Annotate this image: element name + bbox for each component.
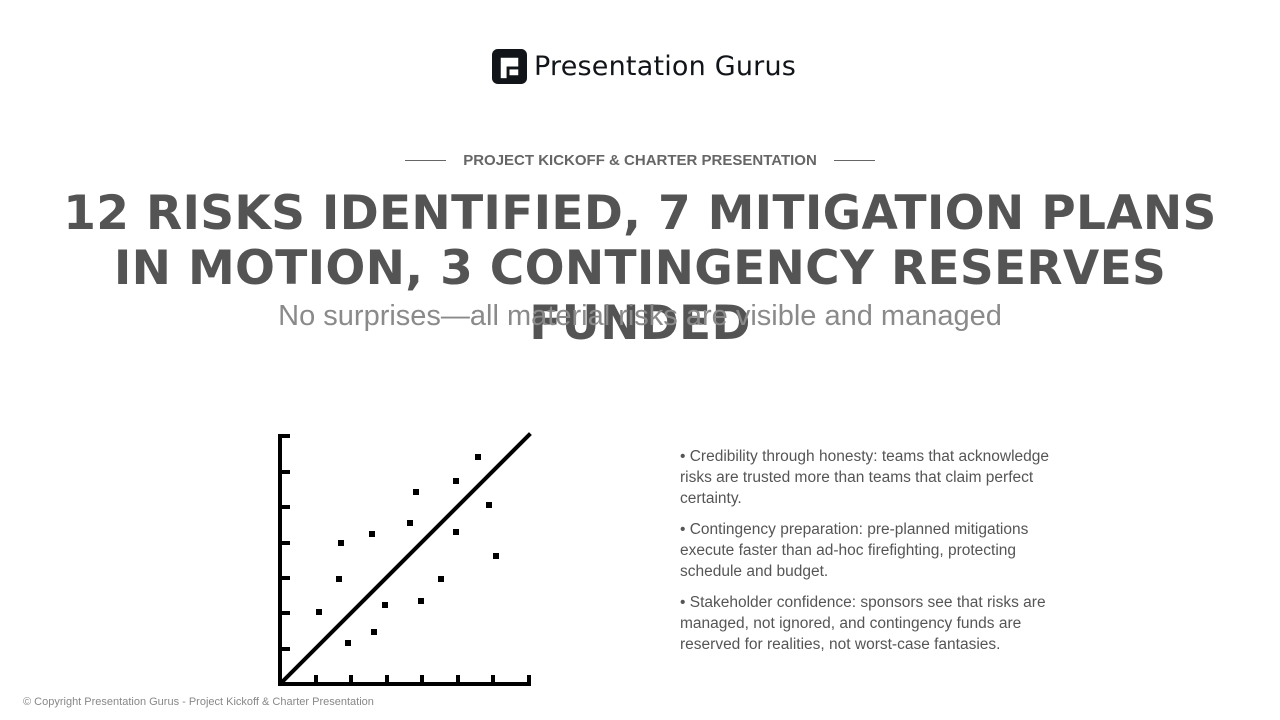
- eyebrow: PROJECT KICKOFF & CHARTER PRESENTATION: [0, 152, 1280, 169]
- bullet-credibility: • Credibility through honesty: teams tha…: [680, 448, 1050, 507]
- eyebrow-rule-right: [833, 160, 875, 161]
- bullet-stakeholder: • Stakeholder confidence: sponsors see t…: [680, 594, 1046, 653]
- presentation-gurus-logo-icon: [492, 48, 527, 84]
- eyebrow-rule-left: [405, 160, 447, 161]
- bullet-contingency: • Contingency preparation: pre-planned m…: [680, 521, 1029, 580]
- slide-subheadline: No surprises—all material risks are visi…: [278, 300, 1002, 332]
- slide-headline: 12 RISKS IDENTIFIED, 7 MITIGATION PLANS …: [63, 186, 1217, 351]
- scatter-plot-trendline-icon: [278, 432, 532, 686]
- brand-name: Presentation Gurus: [534, 50, 797, 82]
- brand-logo: Presentation Gurus: [492, 48, 796, 84]
- bullet-list: • Credibility through honesty: teams tha…: [680, 446, 1080, 665]
- copyright-footer: © Copyright Presentation Gurus - Project…: [23, 696, 374, 708]
- eyebrow-text: PROJECT KICKOFF & CHARTER PRESENTATION: [463, 152, 817, 169]
